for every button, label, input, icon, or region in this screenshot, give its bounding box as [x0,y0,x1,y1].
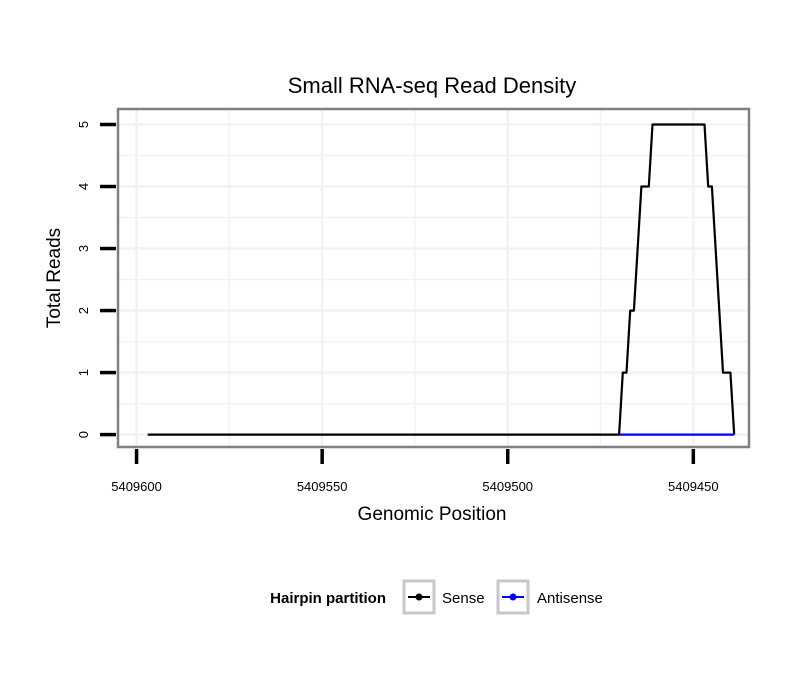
legend-label-antisense: Antisense [537,590,603,607]
y-tick-label: 3 [76,245,91,252]
x-axis: 5409600 5409550 5409500 5409450 [111,449,719,494]
chart-title: Small RNA-seq Read Density [288,73,577,98]
x-tick-label: 5409550 [297,479,348,494]
y-tick-label: 0 [76,431,91,438]
y-tick-label: 2 [76,307,91,314]
grid-lines [118,109,749,447]
series-lines [147,123,736,436]
x-tick-label: 5409600 [111,479,162,494]
legend: Hairpin partition Sense Antisense [270,579,603,615]
plot-background [118,109,749,447]
legend-label-sense: Sense [442,590,485,607]
x-axis-title: Genomic Position [358,504,507,525]
plot-border [116,107,751,449]
y-tick-label: 4 [76,183,91,190]
y-tick-label: 5 [76,121,91,128]
y-tick-label: 1 [76,369,91,376]
y-axis: 0 1 2 3 4 5 [76,121,116,438]
y-axis-title: Total Reads [44,228,65,328]
legend-marker-sense [415,593,423,601]
legend-marker-antisense [509,593,517,601]
x-tick-label: 5409500 [482,479,533,494]
legend-title: Hairpin partition [270,590,386,607]
series-line-sense [147,123,736,436]
x-tick-label: 5409450 [668,479,719,494]
